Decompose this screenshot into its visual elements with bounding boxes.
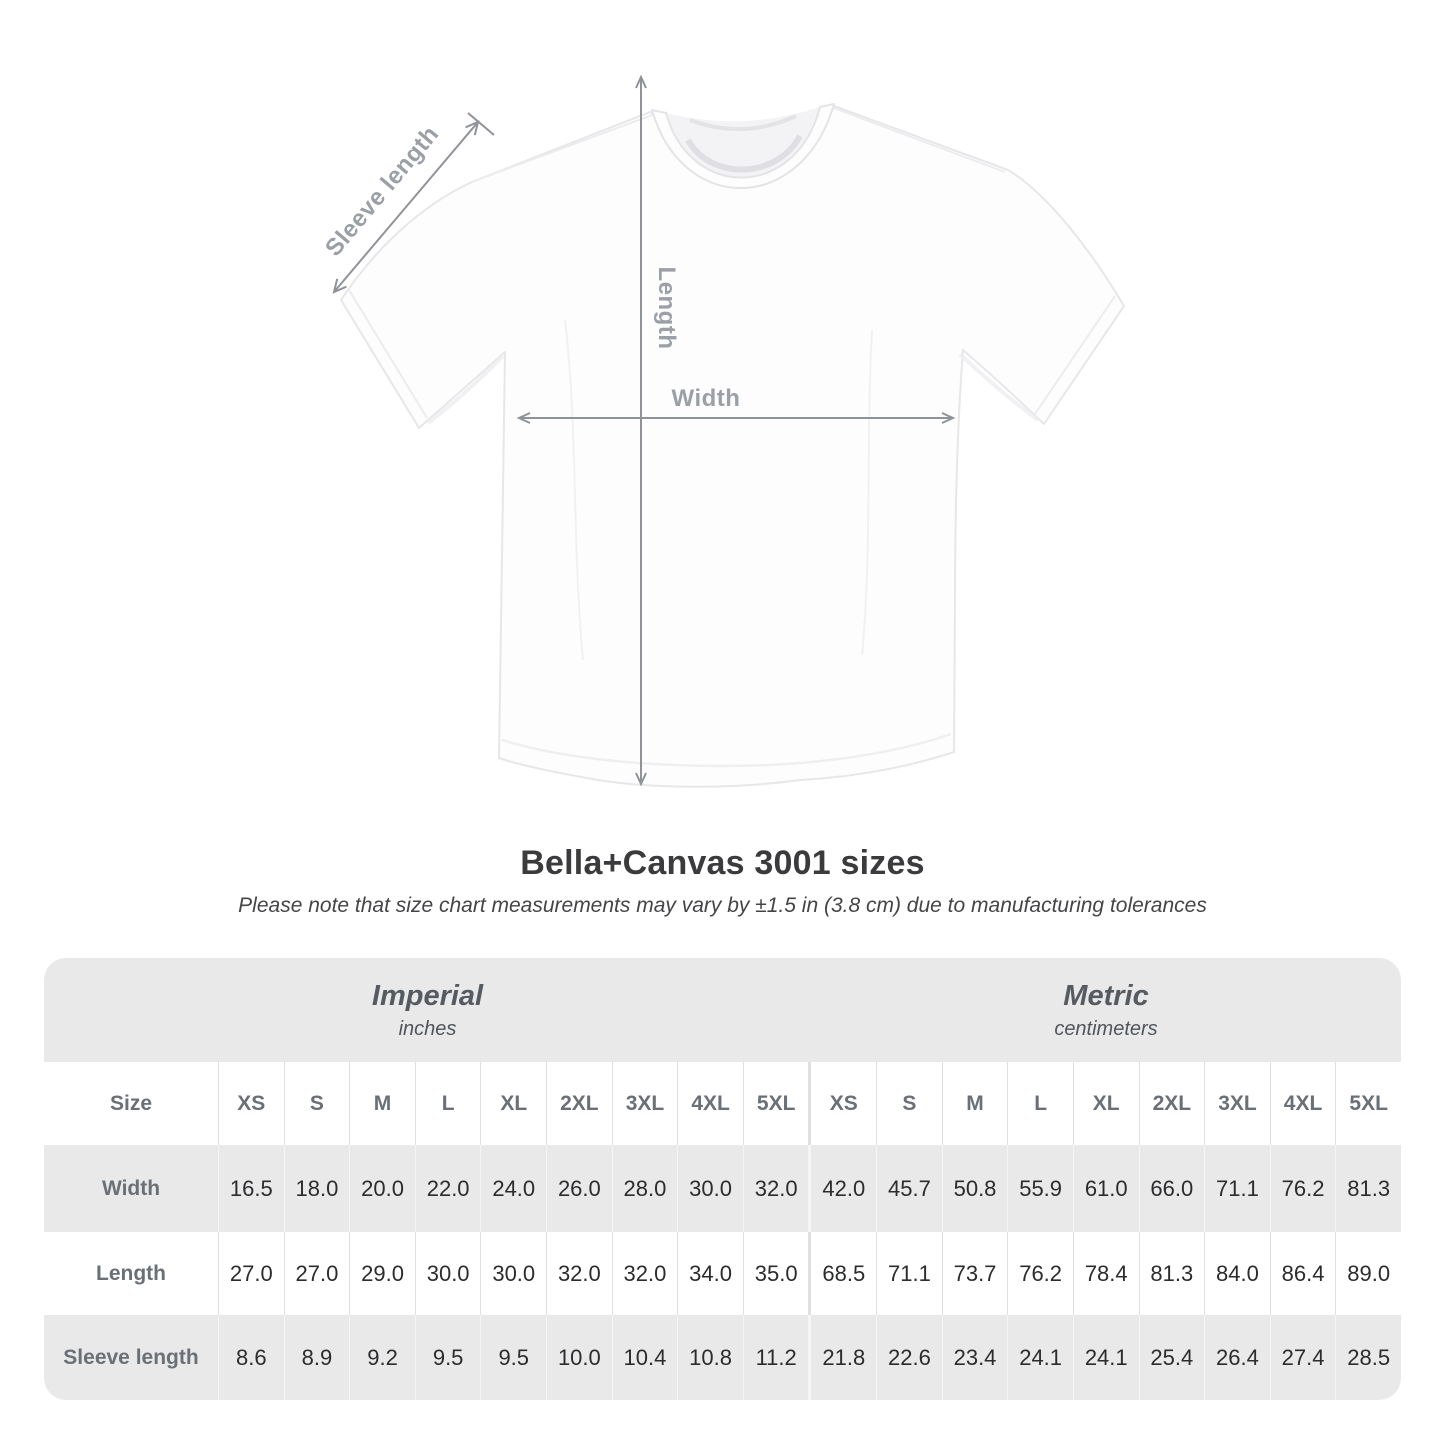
length-value: 78.4	[1072, 1232, 1139, 1315]
sleeve-value: 8.6	[218, 1315, 284, 1400]
width-value: 50.8	[941, 1145, 1008, 1232]
width-arrow	[516, 412, 956, 424]
size-header: XL	[1072, 1062, 1139, 1145]
metric-group-header: Metric centimeters	[811, 958, 1401, 1062]
length-value: 27.0	[283, 1232, 350, 1315]
size-header: XL	[480, 1062, 546, 1145]
length-value: 76.2	[1007, 1232, 1073, 1315]
width-value: 18.0	[283, 1145, 350, 1232]
size-header: L	[1007, 1062, 1073, 1145]
length-value: 73.7	[941, 1232, 1008, 1315]
width-value: 42.0	[808, 1145, 876, 1232]
imperial-group-header: Imperial inches	[44, 958, 811, 1062]
width-value: 20.0	[349, 1145, 415, 1232]
width-value: 30.0	[677, 1145, 743, 1232]
length-value: 32.0	[546, 1232, 612, 1315]
size-header: M	[349, 1062, 415, 1145]
size-header: M	[941, 1062, 1008, 1145]
width-value: 71.1	[1204, 1145, 1270, 1232]
width-value: 61.0	[1072, 1145, 1139, 1232]
length-value: 27.0	[218, 1232, 284, 1315]
length-value: 89.0	[1335, 1232, 1401, 1315]
size-header: 5XL	[742, 1062, 809, 1145]
sleeve-value: 22.6	[876, 1315, 942, 1400]
unit-group-band: Imperial inches Metric centimeters	[44, 958, 1401, 1062]
sleeve-length-arrow	[332, 112, 495, 294]
sleeve-value: 10.0	[546, 1315, 612, 1400]
tshirt-graphic	[340, 103, 1125, 788]
size-header: 3XL	[611, 1062, 678, 1145]
size-header: S	[876, 1062, 942, 1145]
imperial-label: Imperial	[371, 979, 484, 1012]
width-value: 26.0	[546, 1145, 612, 1232]
width-value: 76.2	[1269, 1145, 1336, 1232]
row-label: Length	[96, 1261, 166, 1285]
tolerance-note: Please note that size chart measurements…	[238, 894, 1207, 917]
row-label: Width	[101, 1176, 161, 1200]
sleeve-value: 25.4	[1138, 1315, 1205, 1400]
sleeve-value: 26.4	[1204, 1315, 1270, 1400]
sleeve-value: 9.2	[349, 1315, 415, 1400]
length-arrow	[635, 74, 647, 787]
length-value: 68.5	[808, 1232, 876, 1315]
sleeve-value: 11.2	[742, 1315, 809, 1400]
length-value: 71.1	[876, 1232, 942, 1315]
length-value: 84.0	[1204, 1232, 1270, 1315]
table-row-length: Length 27.0 27.0 29.0 30.0 30.0 32.0 32.…	[44, 1232, 1401, 1315]
width-value: 22.0	[414, 1145, 481, 1232]
size-header: XS	[808, 1062, 876, 1145]
length-value: 29.0	[349, 1232, 415, 1315]
size-header: S	[283, 1062, 350, 1145]
sleeve-value: 10.4	[611, 1315, 678, 1400]
size-header: 2XL	[1138, 1062, 1205, 1145]
corner-label: Size	[109, 1091, 153, 1115]
sleeve-value: 27.4	[1269, 1315, 1336, 1400]
size-header: 3XL	[1204, 1062, 1270, 1145]
table-row-width: Width 16.5 18.0 20.0 22.0 24.0 26.0 28.0…	[44, 1145, 1401, 1232]
width-label: Width	[672, 385, 741, 412]
sleeve-value: 9.5	[414, 1315, 481, 1400]
sleeve-value: 10.8	[677, 1315, 743, 1400]
metric-unit: centimeters	[1054, 1017, 1158, 1040]
size-header: L	[414, 1062, 481, 1145]
length-value: 86.4	[1269, 1232, 1336, 1315]
table-row-sleeve-length: Sleeve length 8.6 8.9 9.2 9.5 9.5 10.0 1…	[44, 1315, 1401, 1400]
width-value: 24.0	[480, 1145, 546, 1232]
size-chart-table: Imperial inches Metric centimeters Size …	[44, 958, 1401, 1400]
size-header: XS	[218, 1062, 284, 1145]
sleeve-value: 9.5	[480, 1315, 546, 1400]
length-label: Length	[653, 267, 680, 350]
length-value: 32.0	[611, 1232, 678, 1315]
width-value: 66.0	[1138, 1145, 1205, 1232]
sleeve-value: 28.5	[1335, 1315, 1401, 1400]
sleeve-value: 23.4	[941, 1315, 1008, 1400]
length-value: 30.0	[480, 1232, 546, 1315]
width-value: 32.0	[742, 1145, 809, 1232]
sleeve-value: 24.1	[1007, 1315, 1073, 1400]
tshirt-diagram: Sleeve length Length Width	[320, 74, 1125, 788]
sleeve-value: 8.9	[283, 1315, 350, 1400]
width-value: 81.3	[1335, 1145, 1401, 1232]
width-value: 55.9	[1007, 1145, 1073, 1232]
page-title: Bella+Canvas 3001 sizes	[520, 844, 925, 882]
length-value: 30.0	[414, 1232, 481, 1315]
measurement-arrows	[332, 74, 956, 787]
sleeve-value: 24.1	[1072, 1315, 1139, 1400]
size-header: 4XL	[677, 1062, 743, 1145]
width-value: 28.0	[611, 1145, 678, 1232]
size-header: 2XL	[546, 1062, 612, 1145]
size-header: 4XL	[1269, 1062, 1336, 1145]
length-value: 34.0	[677, 1232, 743, 1315]
sleeve-value: 21.8	[808, 1315, 876, 1400]
width-value: 16.5	[218, 1145, 284, 1232]
size-header: 5XL	[1335, 1062, 1401, 1145]
row-label: Sleeve length	[63, 1345, 199, 1369]
length-value: 81.3	[1138, 1232, 1205, 1315]
imperial-unit: inches	[398, 1017, 457, 1040]
size-header-row: Size XS S M L XL 2XL 3XL 4XL 5XL XS S M …	[44, 1062, 1401, 1145]
width-value: 45.7	[876, 1145, 942, 1232]
length-value: 35.0	[742, 1232, 809, 1315]
metric-label: Metric	[1063, 979, 1149, 1012]
